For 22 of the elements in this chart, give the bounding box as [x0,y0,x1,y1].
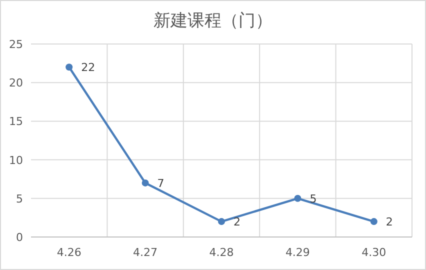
point [218,218,225,226]
point [142,179,149,186]
y-tick-label: 0 [16,231,23,244]
x-tick-label: 4.27 [133,246,158,259]
data-label: 22 [81,61,96,74]
point [294,194,302,202]
point [370,218,378,226]
y-tick-label: 5 [16,192,23,206]
y-tick-label: 20 [9,76,23,90]
x-tick-label: 4.28 [209,246,234,259]
y-tick-label: 25 [9,38,23,51]
chart-title: 新建课程（门） [154,11,272,31]
point [66,64,73,71]
data-label: 5 [310,192,317,206]
y-tick-label: 10 [9,154,23,167]
data-label: 7 [157,176,164,190]
data-label: 2 [234,216,240,229]
x-tick-label: 4.30 [362,246,386,259]
x-tick-label: 4.29 [285,246,310,259]
x-tick-label: 4.26 [56,246,82,259]
data-label: 2 [386,216,393,229]
y-tick-label: 15 [9,115,23,128]
